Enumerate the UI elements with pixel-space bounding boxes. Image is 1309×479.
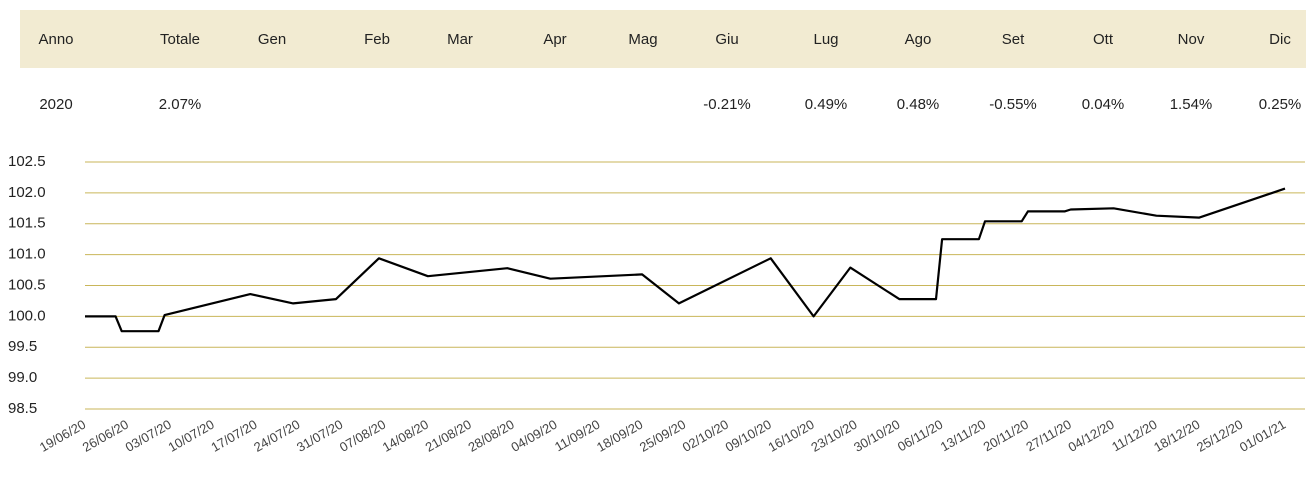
table-header-cell: Lug: [813, 31, 838, 48]
x-tick-label: 11/09/20: [552, 417, 602, 455]
table-header-cell: Mar: [447, 31, 473, 48]
x-tick-label: 03/07/20: [123, 417, 174, 455]
table-header-cell: Nov: [1178, 31, 1205, 48]
y-tick-label: 100.5: [8, 276, 46, 293]
x-tick-label: 13/11/20: [938, 417, 988, 455]
table-header-cell: Totale: [160, 31, 200, 48]
x-tick-label: 19/06/20: [37, 417, 88, 455]
x-tick-label: 06/11/20: [895, 417, 945, 455]
x-tick-label: 17/07/20: [208, 417, 259, 455]
table-cell: 1.54%: [1170, 96, 1213, 113]
x-tick-label: 09/10/20: [723, 417, 774, 455]
table-cell: 0.49%: [805, 96, 848, 113]
table-header-cell: Gen: [258, 31, 286, 48]
table-header-cell: Anno: [38, 31, 73, 48]
table-cell: 0.04%: [1082, 96, 1125, 113]
x-tick-label: 24/07/20: [251, 417, 302, 455]
x-tick-label: 21/08/20: [423, 417, 474, 455]
table-header-cell: Ago: [905, 31, 932, 48]
y-tick-label: 99.0: [8, 369, 37, 386]
y-tick-label: 101.5: [8, 215, 46, 232]
y-tick-label: 102.5: [8, 153, 46, 170]
table-cell: -0.55%: [989, 96, 1037, 113]
x-tick-label: 04/09/20: [508, 417, 559, 455]
x-tick-label: 25/12/20: [1194, 417, 1245, 455]
x-tick-label: 18/12/20: [1151, 417, 1202, 455]
x-tick-label: 01/01/21: [1237, 417, 1288, 455]
y-tick-label: 101.0: [8, 246, 46, 263]
x-tick-label: 11/12/20: [1109, 417, 1159, 455]
y-tick-label: 98.5: [8, 400, 37, 417]
x-tick-label: 27/11/20: [1023, 417, 1073, 455]
x-tick-label: 04/12/20: [1065, 417, 1116, 455]
table-header-cell: Feb: [364, 31, 390, 48]
x-tick-label: 10/07/20: [165, 417, 216, 455]
y-tick-label: 99.5: [8, 338, 37, 355]
x-tick-label: 16/10/20: [765, 417, 816, 455]
x-tick-label: 20/11/20: [981, 417, 1031, 455]
y-tick-label: 100.0: [8, 307, 46, 324]
table-header-cell: Set: [1002, 31, 1025, 48]
x-tick-label: 14/08/20: [380, 417, 431, 455]
table-cell: 2020: [39, 96, 72, 113]
table-cell: 2.07%: [159, 96, 202, 113]
x-tick-label: 31/07/20: [294, 417, 345, 455]
table-cell: 0.25%: [1259, 96, 1302, 113]
table-header-bg: [20, 10, 1306, 68]
x-tick-label: 07/08/20: [337, 417, 388, 455]
x-tick-label: 18/09/20: [594, 417, 645, 455]
table-header-cell: Apr: [543, 31, 566, 48]
x-tick-label: 26/06/20: [80, 417, 131, 455]
x-tick-label: 28/08/20: [465, 417, 516, 455]
table-cell: 0.48%: [897, 96, 940, 113]
y-tick-label: 102.0: [8, 184, 46, 201]
x-tick-label: 25/09/20: [637, 417, 688, 455]
table-header-cell: Mag: [628, 31, 657, 48]
x-tick-label: 02/10/20: [680, 417, 731, 455]
table-header-cell: Ott: [1093, 31, 1114, 48]
table-header-cell: Giu: [715, 31, 738, 48]
x-tick-label: 23/10/20: [808, 417, 859, 455]
table-cell: -0.21%: [703, 96, 751, 113]
line: [85, 187, 1286, 333]
table-header-cell: Dic: [1269, 31, 1291, 48]
x-tick-label: 30/10/20: [851, 417, 902, 455]
